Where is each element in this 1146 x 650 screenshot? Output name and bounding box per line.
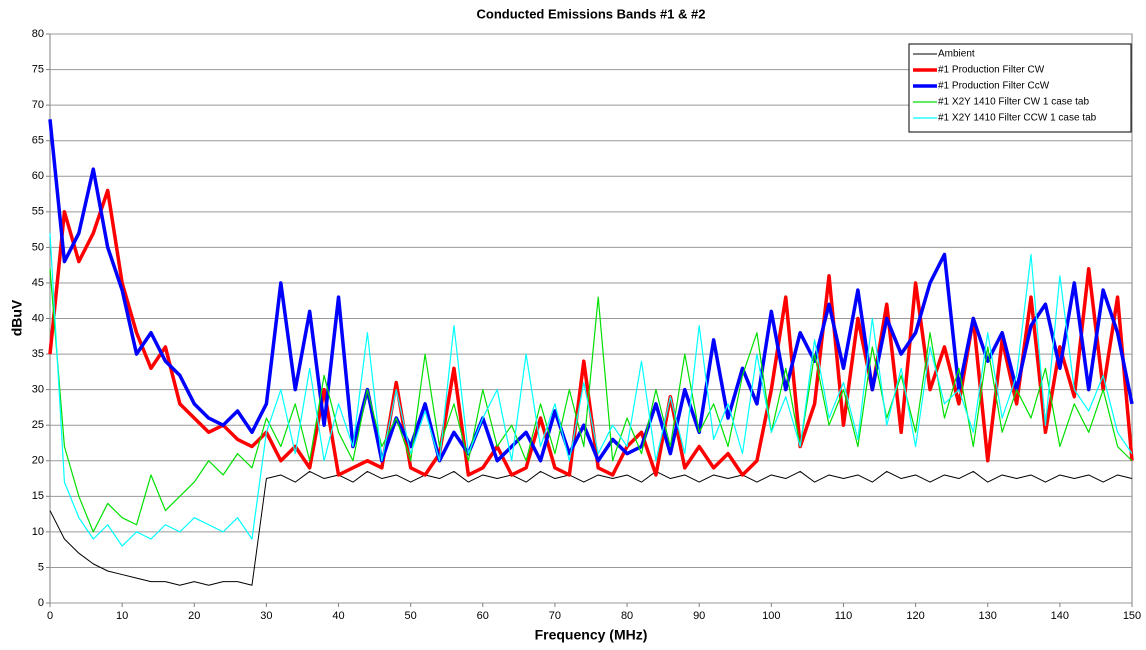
x-tick-label: 130 [979, 610, 997, 622]
x-tick-label: 90 [693, 610, 705, 622]
y-tick-label: 55 [32, 206, 44, 218]
y-tick-label: 10 [32, 526, 44, 538]
y-tick-label: 45 [32, 277, 44, 289]
y-tick-label: 25 [32, 419, 44, 431]
legend-label: #1 Production Filter CW [938, 65, 1045, 76]
legend-label: #1 X2Y 1410 Filter CCW 1 case tab [938, 113, 1097, 124]
x-tick-label: 70 [549, 610, 561, 622]
x-tick-label: 110 [835, 610, 853, 622]
x-tick-label: 60 [477, 610, 489, 622]
x-tick-label: 80 [621, 610, 633, 622]
legend-label: #1 Production Filter CcW [938, 81, 1050, 92]
series-line [49, 470, 1133, 586]
x-axis-title: Frequency (MHz) [535, 627, 648, 643]
y-tick-label: 70 [32, 99, 44, 111]
x-tick-label: 140 [1051, 610, 1069, 622]
x-tick-label: 20 [188, 610, 200, 622]
y-tick-label: 0 [38, 597, 44, 609]
series-line [48, 188, 1134, 477]
series-line [49, 268, 1133, 533]
y-tick-label: 65 [32, 135, 44, 147]
y-tick-label: 15 [32, 490, 44, 502]
y-tick-label: 40 [32, 312, 44, 324]
chart-title: Conducted Emissions Bands #1 & #2 [476, 6, 705, 21]
y-tick-label: 60 [32, 170, 44, 182]
x-tick-label: 100 [762, 610, 780, 622]
y-axis-title: dBuV [9, 299, 25, 336]
y-tick-label: 75 [32, 63, 44, 75]
y-tick-label: 20 [32, 455, 44, 467]
x-tick-label: 120 [906, 610, 924, 622]
y-tick-label: 35 [32, 348, 44, 360]
x-tick-label: 40 [332, 610, 344, 622]
x-tick-label: 150 [1123, 610, 1141, 622]
x-tick-label: 0 [47, 610, 53, 622]
series-line [48, 119, 1134, 463]
x-tick-label: 50 [405, 610, 417, 622]
y-tick-label: 50 [32, 241, 44, 253]
y-tick-label: 30 [32, 384, 44, 396]
x-tick-label: 10 [116, 610, 128, 622]
legend-label: Ambient [938, 49, 975, 60]
y-tick-label: 5 [38, 561, 44, 573]
series-line [49, 233, 1133, 547]
y-tick-label: 80 [32, 28, 44, 40]
legend-label: #1 X2Y 1410 Filter CW 1 case tab [938, 97, 1089, 108]
legend-box [908, 43, 1132, 133]
legend: Ambient #1 Production Filter CW #1 Product… [908, 43, 1132, 133]
x-tick-label: 30 [260, 610, 272, 622]
